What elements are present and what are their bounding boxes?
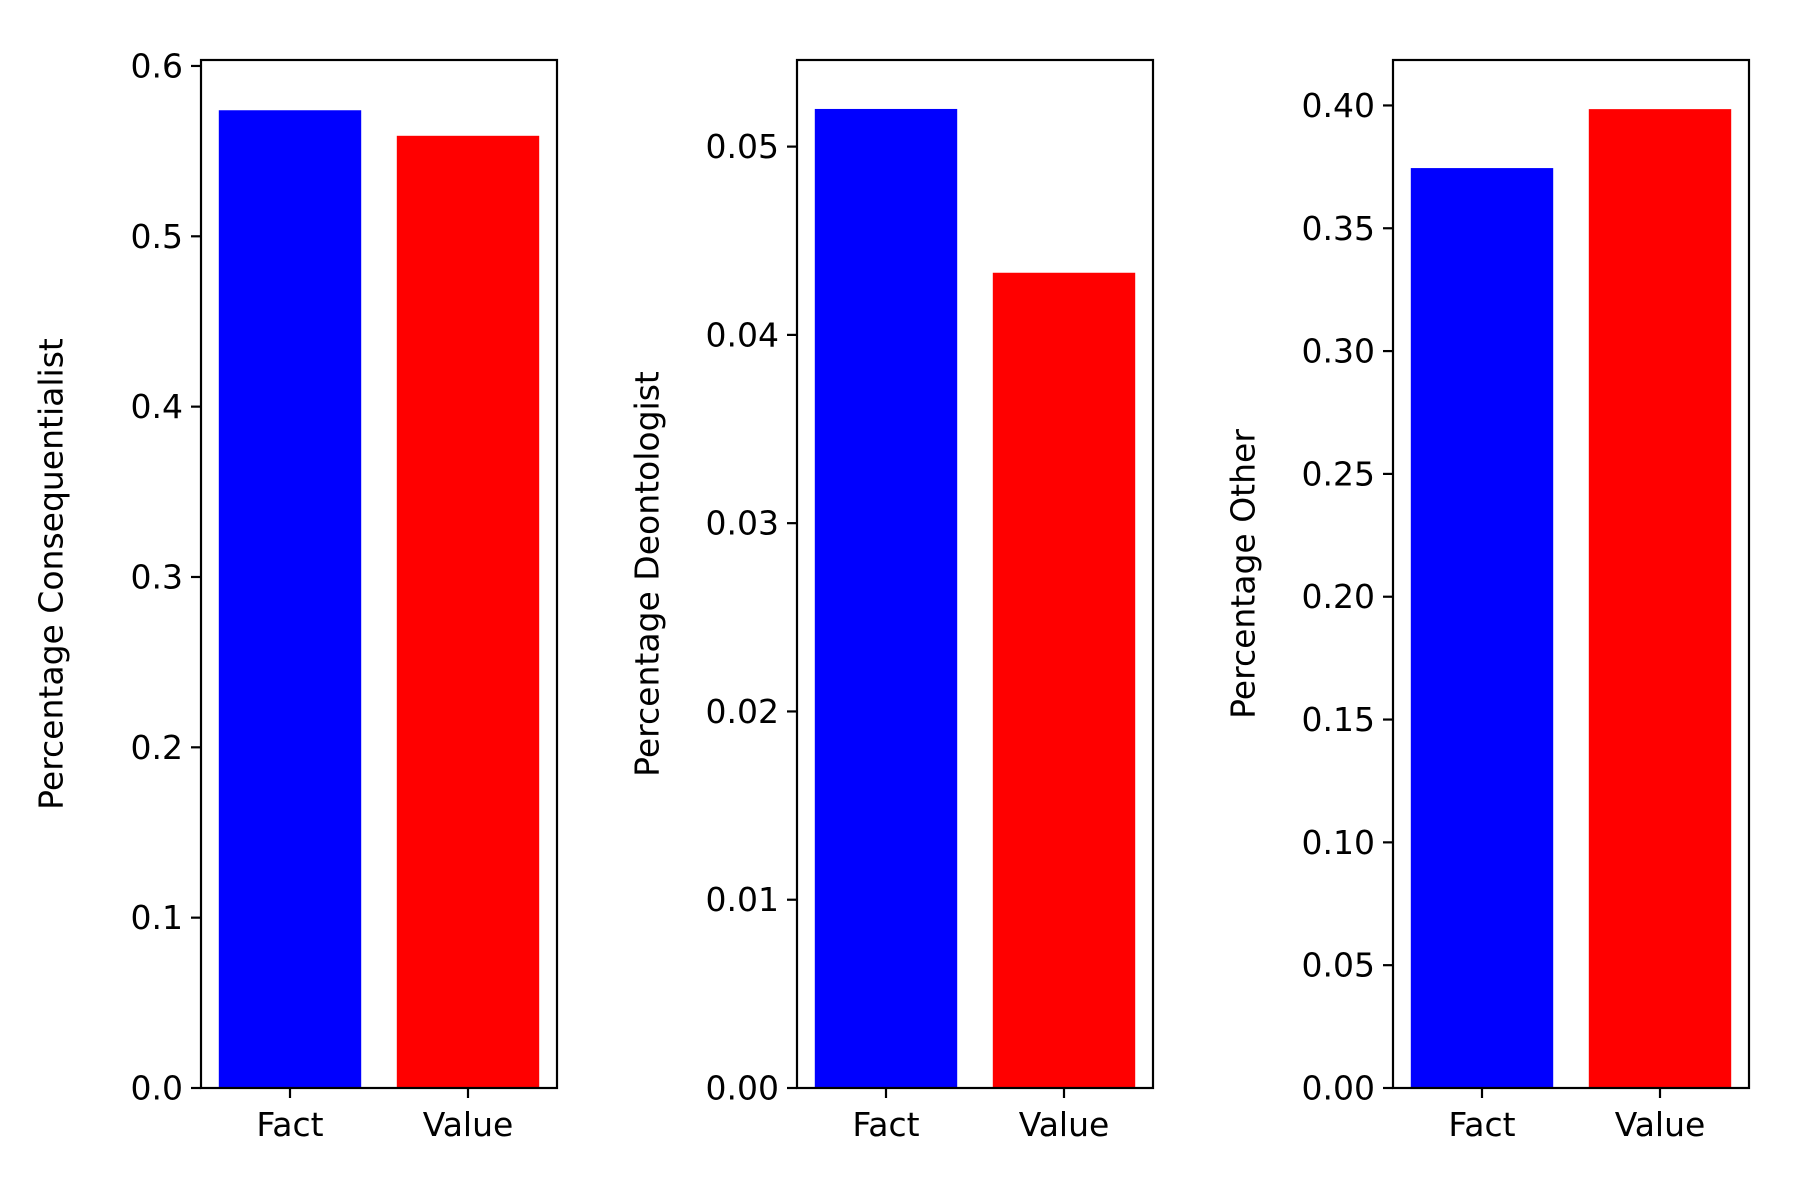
y-tick-label-deontologist: 0.04	[706, 315, 779, 354]
bar-consequentialist-value	[396, 135, 540, 1089]
y-tick-label-other: 0.40	[1302, 86, 1375, 125]
y-tick-label-deontologist: 0.01	[706, 880, 779, 919]
y-tick-label-other: 0.00	[1302, 1069, 1375, 1108]
x-tick-label-other-value: Value	[1615, 1105, 1706, 1144]
y-tick-label-deontologist: 0.05	[706, 127, 779, 166]
y-tick-label-other: 0.05	[1302, 946, 1375, 985]
y-tick-label-consequentialist: 0.6	[131, 46, 183, 85]
y-tick-label-consequentialist: 0.1	[131, 898, 183, 937]
plot-frame-deontologist	[795, 58, 1155, 1090]
y-tick-label-consequentialist: 0.0	[131, 1069, 183, 1108]
y-tick-label-consequentialist: 0.4	[131, 387, 183, 426]
y-tick-label-other: 0.30	[1302, 332, 1375, 371]
y-axis-label-deontologist: Percentage Deontologist	[628, 371, 667, 777]
x-tick-label-deontologist-fact: Fact	[852, 1105, 919, 1144]
plot-frame-consequentialist	[199, 58, 559, 1090]
bar-other-fact	[1410, 168, 1554, 1088]
x-tick-label-other-fact: Fact	[1448, 1105, 1515, 1144]
y-tick-label-other: 0.25	[1302, 454, 1375, 493]
bar-deontologist-value	[992, 272, 1136, 1088]
bar-consequentialist-fact	[218, 110, 362, 1089]
x-tick-label-consequentialist-fact: Fact	[256, 1105, 323, 1144]
y-tick-label-other: 0.15	[1302, 700, 1375, 739]
y-tick-label-other: 0.20	[1302, 577, 1375, 616]
y-tick-label-other: 0.10	[1302, 823, 1375, 862]
y-axis-label-other: Percentage Other	[1224, 429, 1263, 719]
y-tick-label-consequentialist: 0.2	[131, 728, 183, 767]
x-tick-label-consequentialist-value: Value	[423, 1105, 514, 1144]
y-axis-label-consequentialist: Percentage Consequentialist	[32, 338, 71, 810]
bar-other-value	[1588, 109, 1732, 1089]
y-tick-label-consequentialist: 0.5	[131, 217, 183, 256]
y-tick-label-deontologist: 0.03	[706, 504, 779, 543]
y-tick-label-deontologist: 0.02	[706, 692, 779, 731]
y-tick-label-other: 0.35	[1302, 209, 1375, 248]
plot-frame-other	[1391, 58, 1751, 1090]
y-tick-label-deontologist: 0.00	[706, 1069, 779, 1108]
bar-deontologist-fact	[814, 108, 958, 1088]
y-tick-label-consequentialist: 0.3	[131, 557, 183, 596]
x-tick-label-deontologist-value: Value	[1019, 1105, 1110, 1144]
